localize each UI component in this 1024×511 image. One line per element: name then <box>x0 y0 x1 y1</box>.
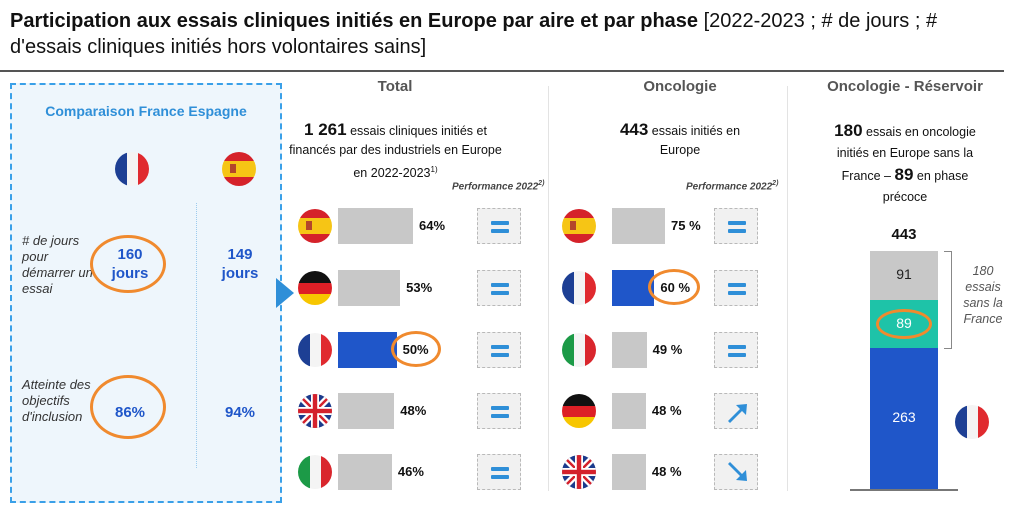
title-regular-2: d'essais cliniques initiés hors volontai… <box>10 36 427 58</box>
spain-inclusion-value: 94% <box>224 404 256 421</box>
performance-equal-icon <box>477 208 521 244</box>
performance-equal-icon <box>714 270 758 306</box>
onco-column-head: Oncologie <box>643 78 717 95</box>
data-label: 48 % <box>651 403 682 418</box>
data-bar <box>338 393 395 429</box>
comparison-divider <box>196 203 197 468</box>
comparison-title: Comparaison France Espagne <box>45 103 247 119</box>
performance-up-icon <box>714 393 758 429</box>
arrow-right-icon <box>276 278 294 308</box>
onco-description: 443 essais initiés en Europe <box>615 120 745 160</box>
performance-equal-icon <box>477 332 521 368</box>
data-bar <box>338 270 401 306</box>
stack-segment <box>870 347 938 489</box>
column-separator <box>548 86 549 491</box>
performance-equal-icon <box>477 270 521 306</box>
uk-flag-icon <box>298 394 332 428</box>
data-label: 49 % <box>652 342 683 357</box>
page-title: Participation aux essais cliniques initi… <box>10 8 1010 60</box>
title-regular-1: [2022-2023 ; # de jours ; # <box>698 10 938 32</box>
comparison-label-days: # de jours pour démarrer un essai <box>22 233 93 296</box>
reservoir-count: 180 <box>834 121 863 140</box>
performance-equal-icon <box>477 454 521 490</box>
italy-flag-icon <box>298 455 332 489</box>
spain-days-value: 149 jours <box>221 246 259 282</box>
france-flag-icon <box>115 152 149 186</box>
highlight-ring <box>648 269 701 305</box>
data-label: 53% <box>406 280 433 295</box>
italy-flag-icon <box>562 333 596 367</box>
total-perf-footnote: 2) <box>538 180 545 187</box>
data-label: 46% <box>397 464 424 479</box>
performance-down-icon <box>714 454 758 490</box>
total-desc-text: essais cliniques initiés et financés par… <box>289 124 502 181</box>
comparison-panel: Comparaison France Espagne # de jours po… <box>10 83 282 503</box>
reservoir-desc-text-1: essais en oncologie initiés en Europe sa… <box>836 125 976 183</box>
spain-flag-icon <box>562 209 596 243</box>
data-bar <box>338 454 392 490</box>
stack-baseline <box>850 489 958 491</box>
stack-segment-label: 91 <box>896 266 912 283</box>
reservoir-column-head: Oncologie - Réservoir <box>827 78 983 95</box>
data-label: 75 % <box>671 218 701 233</box>
onco-performance-label: Performance 20222) <box>686 180 778 192</box>
reservoir-description: 180 essais en oncologie initiés en Europ… <box>822 120 988 208</box>
performance-equal-icon <box>714 208 758 244</box>
total-column-head: Total <box>377 78 413 95</box>
total-description: 1 261 essais cliniques initiés et financ… <box>288 120 503 183</box>
data-bar <box>338 208 413 244</box>
germany-flag-icon <box>562 394 596 428</box>
data-label: 64% <box>419 218 446 233</box>
performance-equal-icon <box>714 332 758 368</box>
title-bold: Participation aux essais cliniques initi… <box>10 10 699 32</box>
france-flag-icon <box>298 333 332 367</box>
highlight-ring <box>390 331 441 367</box>
stack-total-label: 443 <box>891 226 917 243</box>
reservoir-desc-text-2: en phase précoce <box>882 169 969 204</box>
uk-flag-icon <box>562 455 596 489</box>
onco-count: 443 <box>619 120 649 139</box>
highlight-ring <box>90 375 166 439</box>
highlight-ring <box>90 235 166 293</box>
germany-flag-icon <box>298 271 332 305</box>
total-count: 1 261 <box>304 120 347 139</box>
data-bar <box>612 393 646 429</box>
onco-desc-text: essais initiés en Europe <box>648 124 741 157</box>
title-divider <box>0 70 1004 72</box>
highlight-ring <box>876 308 932 339</box>
data-bar <box>338 332 397 368</box>
stack-segment-label: 263 <box>892 409 916 426</box>
brace-text: 180 essais sans la France <box>963 264 1003 326</box>
total-desc-footnote: 1) <box>430 165 438 174</box>
performance-equal-icon <box>477 393 521 429</box>
stack-segment <box>870 251 938 300</box>
data-label: 48 % <box>651 464 682 479</box>
spain-flag-icon <box>298 209 332 243</box>
data-bar <box>612 332 647 368</box>
brace-bracket <box>944 251 952 349</box>
onco-perf-text: Performance 2022 <box>686 181 773 193</box>
reservoir-early-count: 89 <box>894 165 914 184</box>
data-bar <box>612 270 655 306</box>
total-perf-text: Performance 2022 <box>452 181 539 193</box>
data-bar <box>612 454 646 490</box>
comparison-label-inclusion: Atteinte des objectifs d'inclusion <box>22 377 91 424</box>
column-separator <box>787 86 788 491</box>
onco-perf-footnote: 2) <box>772 180 779 187</box>
spain-flag-icon <box>222 152 256 186</box>
france-flag-icon <box>562 271 596 305</box>
data-label: 48% <box>400 403 427 418</box>
total-performance-label: Performance 20222) <box>452 180 544 192</box>
france-flag-icon <box>955 405 989 439</box>
data-bar <box>612 208 665 244</box>
